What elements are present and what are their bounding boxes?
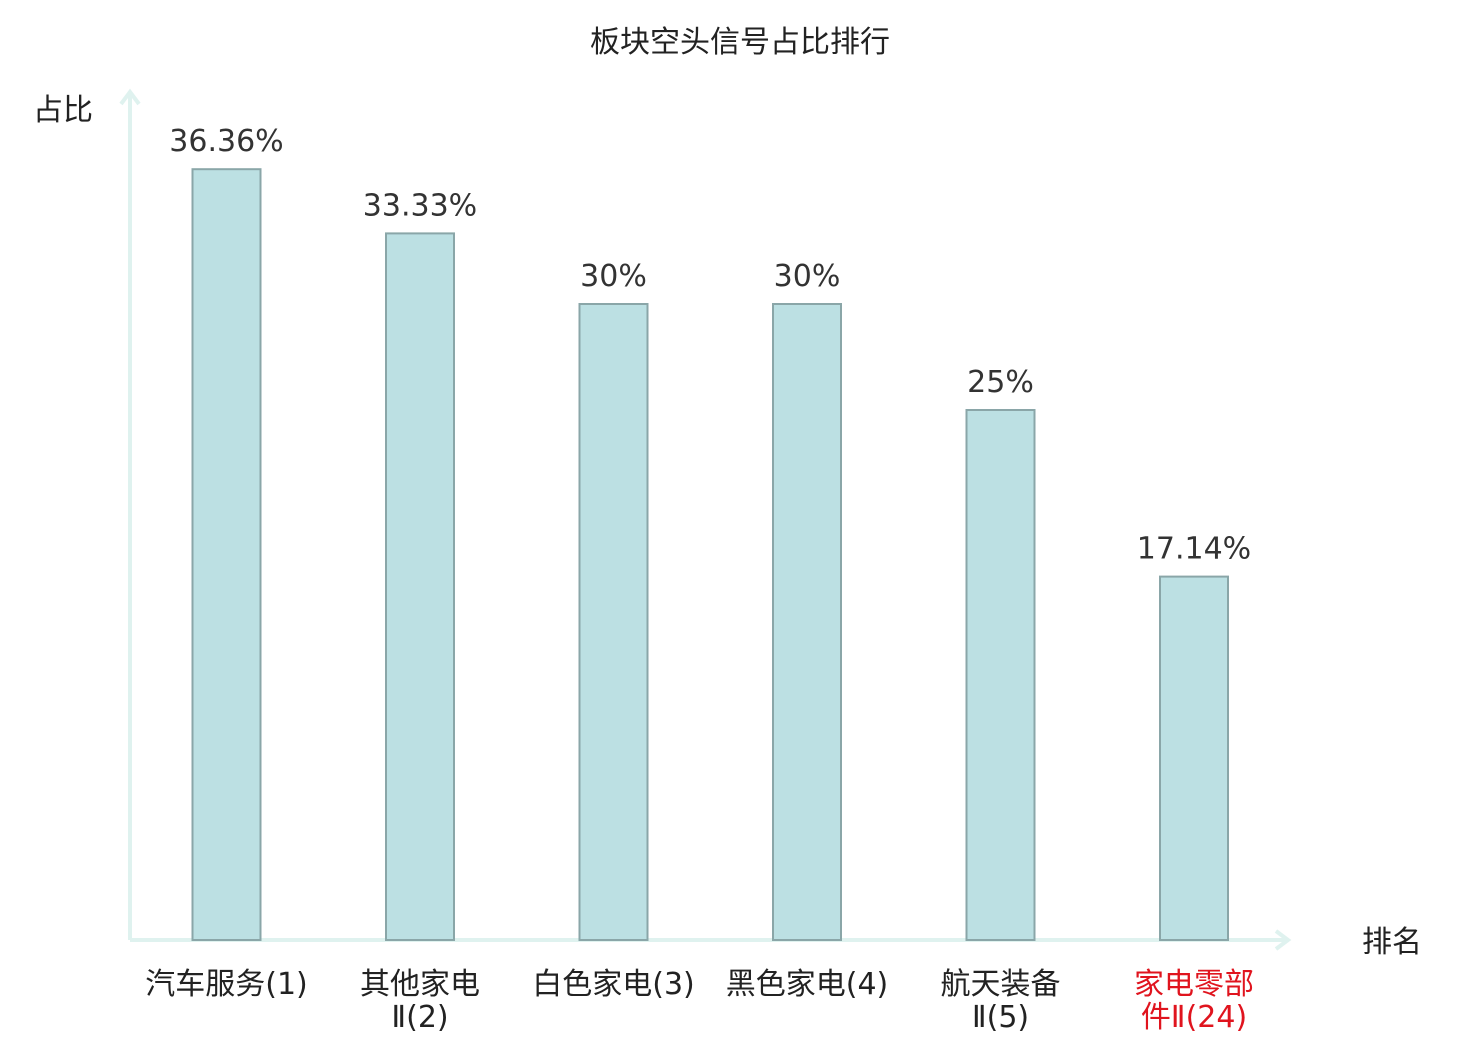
value-label: 33.33% <box>363 188 477 223</box>
category-label: 白色家电(3) <box>532 967 695 1002</box>
value-label: 36.36% <box>169 124 283 159</box>
category-label: 黑色家电(4) <box>726 967 889 1002</box>
x-axis-label: 排名 <box>1362 925 1422 960</box>
category-label: Ⅱ(2) <box>391 1000 448 1035</box>
category-label: 其他家电 <box>360 967 480 1002</box>
value-label: 30% <box>580 259 647 294</box>
value-labels: 36.36% 33.33% 30% 30% 25% 17.14% <box>169 124 1251 566</box>
y-axis-label: 占比 <box>33 93 93 128</box>
x-axis-arrow <box>1274 929 1292 951</box>
category-label: 航天装备 <box>941 967 1061 1002</box>
y-axis-arrow <box>119 88 141 106</box>
bar <box>385 232 455 941</box>
category-label: 件Ⅱ(24) <box>1141 1000 1247 1035</box>
value-label: 17.14% <box>1137 532 1251 567</box>
category-label: 汽车服务(1) <box>145 967 308 1002</box>
value-label: 30% <box>774 259 841 294</box>
axes <box>119 88 1292 951</box>
category-label: 家电零部 <box>1134 967 1254 1002</box>
bar <box>1159 575 1229 941</box>
category-label: Ⅱ(5) <box>972 1000 1029 1035</box>
chart-title: 板块空头信号占比排行 <box>590 25 890 60</box>
bar <box>578 303 649 941</box>
bars <box>191 168 1229 941</box>
bar <box>772 303 842 941</box>
value-label: 25% <box>967 365 1034 400</box>
bar <box>965 409 1036 941</box>
bar <box>191 168 262 941</box>
